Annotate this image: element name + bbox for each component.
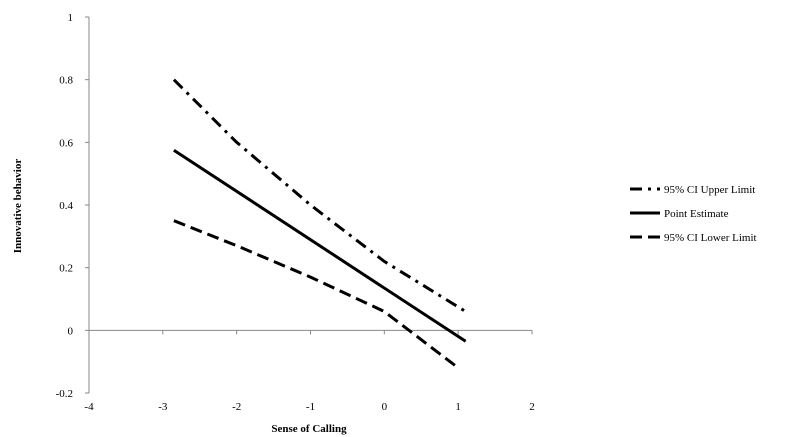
y-tick-label: 1 (68, 12, 74, 24)
legend-label-1: Point Estimate (664, 208, 729, 220)
legend-label-2: 95% CI Lower Limit (664, 232, 757, 244)
series-line-2 (173, 219, 460, 370)
legend-label-0: 95% CI Upper Limit (664, 184, 755, 196)
y-tick-label: 0.4 (59, 200, 73, 212)
y-tick-label: 0 (68, 325, 74, 337)
x-tick-label: -1 (306, 401, 315, 413)
series-line-0 (172, 78, 467, 313)
x-tick-label: -4 (84, 401, 94, 413)
legend: 95% CI Upper Limit Point Estimate 95% CI L… (630, 184, 757, 244)
x-axis-title: Sense of Calling (271, 423, 347, 435)
y-axis-title: Innovative behavior (12, 159, 24, 254)
y-tick-label: -0.2 (56, 388, 73, 400)
y-tick-label: 0.6 (59, 137, 73, 149)
series-layer (172, 78, 467, 370)
x-tick-label: -2 (232, 401, 241, 413)
x-tick-label: 1 (455, 401, 461, 413)
y-tick-label: 0.8 (59, 75, 73, 87)
axes: -0.2 0 0.2 0.4 0.6 0.8 1 -4 -3 -2 -1 0 1 2 (56, 12, 535, 413)
series-line-1 (173, 148, 467, 343)
y-tick-label: 0.2 (59, 263, 73, 275)
x-tick-label: 0 (382, 401, 388, 413)
x-tick-label: -3 (158, 401, 168, 413)
x-tick-label: 2 (529, 401, 535, 413)
